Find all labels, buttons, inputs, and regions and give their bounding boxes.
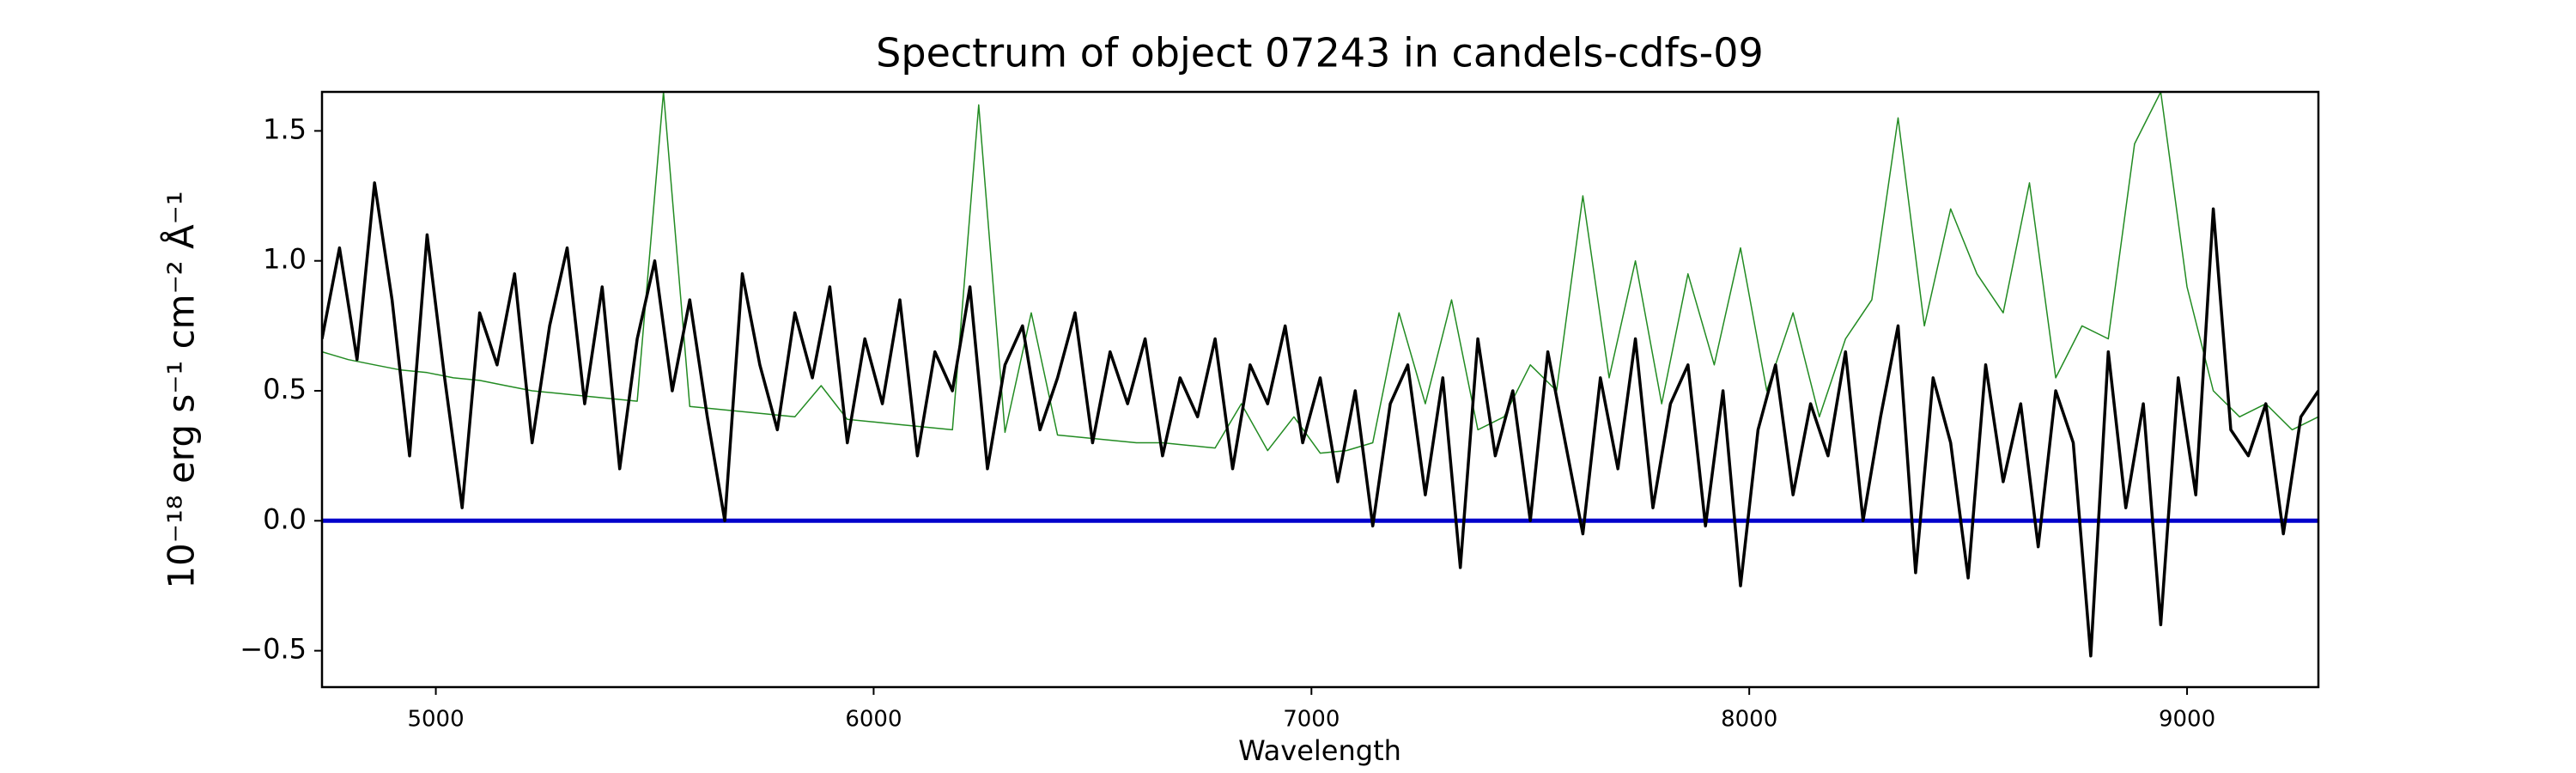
- spectrum-line: [322, 92, 2318, 454]
- y-tick-label: 0.0: [263, 502, 307, 535]
- x-tick-label: 7000: [1283, 707, 1340, 733]
- x-axis-label: Wavelength: [1238, 734, 1401, 767]
- y-tick-label: 1.5: [263, 113, 307, 145]
- x-tick-label: 9000: [2159, 707, 2215, 733]
- y-axis-label: 10⁻¹⁸ erg s⁻¹ cm⁻² Å⁻¹: [160, 191, 203, 588]
- chart-title: Spectrum of object 07243 in candels-cdfs…: [876, 30, 1764, 76]
- y-tick-label: −0.5: [240, 633, 307, 666]
- y-tick-label: 1.0: [263, 243, 307, 276]
- plot-frame: [320, 90, 2320, 689]
- x-tick-label: 8000: [1721, 707, 1777, 733]
- x-tick-label: 5000: [407, 707, 464, 733]
- y-tick-label: 0.5: [263, 373, 307, 405]
- spectrum-line: [322, 181, 2318, 658]
- x-tick-label: 6000: [845, 707, 902, 733]
